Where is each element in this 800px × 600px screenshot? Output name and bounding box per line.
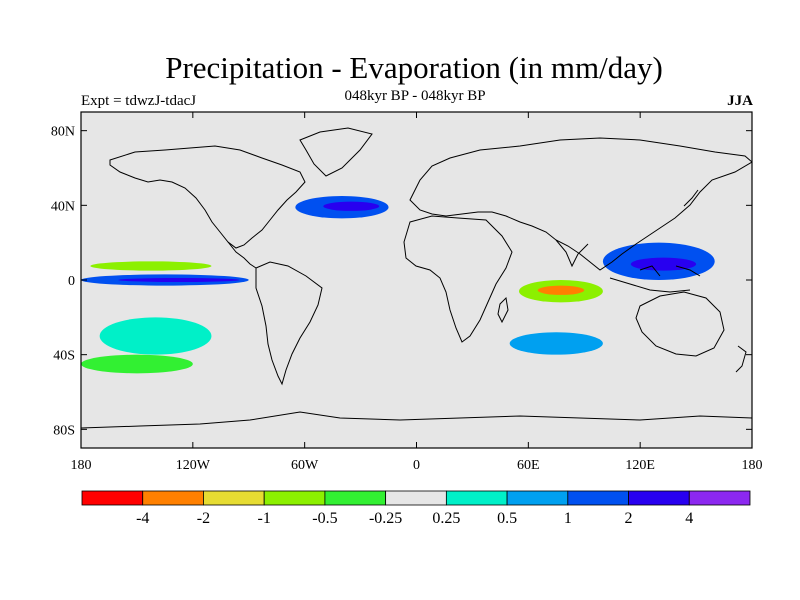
page-title: Precipitation - Evaporation (in mm/day) bbox=[165, 50, 663, 85]
colorbar-swatch bbox=[142, 490, 204, 506]
field-region-10 bbox=[99, 317, 212, 355]
lon-tick-label: 120E bbox=[625, 458, 655, 473]
coastline-new-zealand bbox=[735, 345, 747, 373]
colorbar-swatch bbox=[628, 490, 690, 506]
lat-tick-label: 80N bbox=[51, 125, 75, 140]
lon-tick-label: 180 bbox=[71, 458, 92, 473]
colorbar-label: -4 bbox=[136, 510, 149, 527]
colorbar-swatch bbox=[324, 490, 387, 506]
coastline-central-america bbox=[227, 241, 257, 269]
coastline-antarctica bbox=[81, 411, 752, 429]
colorbar-swatch bbox=[203, 490, 265, 506]
subtitle-season: JJA bbox=[727, 93, 753, 109]
colorbar-label: 4 bbox=[685, 510, 693, 527]
colorbar-label: 1 bbox=[564, 510, 572, 527]
subtitle-center: 048kyr BP - 048kyr BP bbox=[344, 88, 486, 104]
coastlines bbox=[81, 127, 752, 429]
colorbar-swatch bbox=[445, 490, 508, 506]
field-region-5 bbox=[323, 201, 380, 211]
coastline-madagascar bbox=[497, 296, 509, 324]
coastline-india bbox=[555, 239, 589, 268]
field-region-1 bbox=[90, 261, 212, 271]
lon-axis: 180 120W 60W 0 60E 120E 180 bbox=[71, 112, 763, 473]
colorbar: -4 -2 -1 -0.5 -0.25 0.25 0.5 1 2 4 bbox=[81, 490, 751, 527]
lat-axis: 80N 40N 0 40S 80S bbox=[51, 125, 752, 438]
colorbar-swatch bbox=[506, 490, 569, 506]
lat-tick-label: 40N bbox=[51, 199, 75, 214]
colorbar-swatch bbox=[385, 490, 447, 506]
lon-tick-label: 60E bbox=[517, 458, 540, 473]
colorbar-swatch bbox=[263, 490, 326, 506]
field-region-7 bbox=[537, 285, 585, 295]
lat-tick-label: 40S bbox=[53, 349, 75, 364]
field-layer bbox=[81, 196, 715, 374]
coastline-australia bbox=[635, 291, 725, 357]
lat-tick-label: 80S bbox=[53, 423, 75, 438]
lon-tick-label: 120W bbox=[176, 458, 211, 473]
coastline-north-america bbox=[109, 145, 306, 249]
lon-tick-label: 180 bbox=[742, 458, 763, 473]
colorbar-label: -0.5 bbox=[312, 510, 337, 527]
coastline-greenland bbox=[299, 127, 373, 177]
lon-tick-label: 0 bbox=[413, 458, 420, 473]
colorbar-label: -1 bbox=[258, 510, 271, 527]
colorbar-label: 0.25 bbox=[432, 510, 460, 527]
field-region-12 bbox=[81, 354, 193, 374]
colorbar-swatch bbox=[567, 490, 629, 506]
subtitle-experiment: Expt = tdwzJ-tdacJ bbox=[81, 93, 197, 109]
coastline-eurasia bbox=[409, 137, 752, 271]
coastline-africa bbox=[403, 215, 513, 343]
colorbar-label: -2 bbox=[197, 510, 210, 527]
colorbar-label: 2 bbox=[625, 510, 633, 527]
coastline-indonesia bbox=[609, 265, 701, 293]
lat-tick-label: 0 bbox=[68, 274, 75, 289]
lon-tick-label: 60W bbox=[291, 458, 319, 473]
colorbar-label: -0.25 bbox=[369, 510, 402, 527]
colorbar-swatch bbox=[688, 490, 751, 506]
field-region-11 bbox=[509, 332, 603, 355]
colorbar-label: 0.5 bbox=[497, 510, 517, 527]
colorbar-swatch bbox=[81, 490, 144, 506]
field-region-3 bbox=[118, 278, 240, 282]
coastline-south-america bbox=[255, 261, 323, 386]
coastline-japan bbox=[683, 189, 699, 207]
